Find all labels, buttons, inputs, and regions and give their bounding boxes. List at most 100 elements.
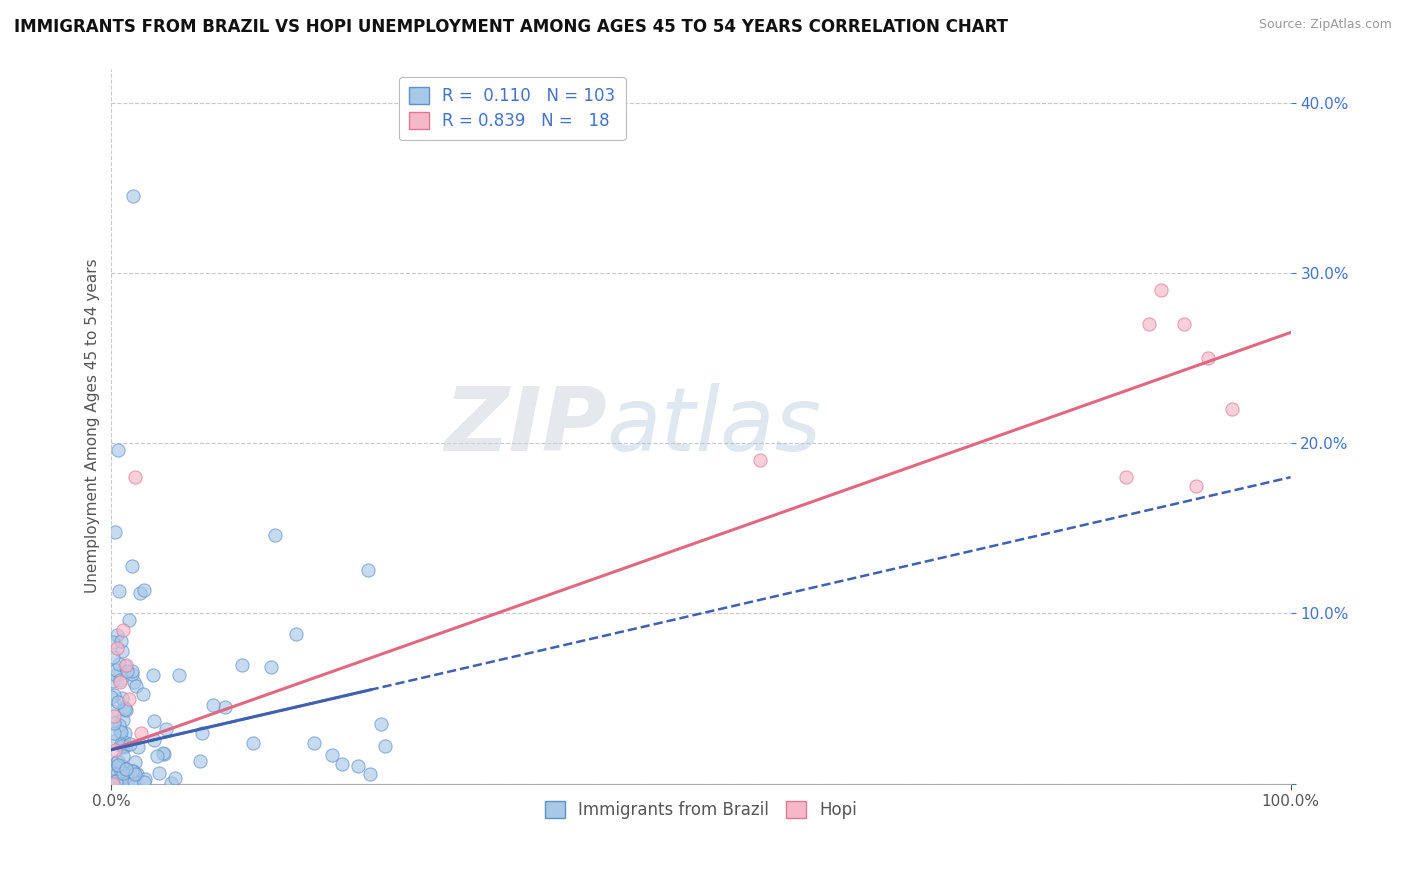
Point (118, 691, 141, 706)
Point (142, 668, 165, 682)
Point (359, 767, 381, 781)
Point (121, 665, 143, 679)
Point (1115, 470, 1137, 484)
Point (122, 774, 145, 789)
Point (111, 765, 134, 780)
Point (242, 736, 264, 750)
Point (134, 772, 156, 787)
Point (374, 739, 396, 754)
Point (112, 772, 135, 787)
Point (121, 764, 143, 779)
Point (110, 725, 132, 739)
Point (103, 715, 125, 730)
Point (1137, 317, 1160, 331)
Point (122, 764, 145, 779)
Point (127, 740, 149, 755)
Point (111, 739, 134, 754)
Point (112, 624, 135, 638)
Point (110, 764, 132, 778)
Point (108, 718, 131, 732)
Point (163, 772, 186, 786)
Point (259, 660, 281, 674)
Point (125, 679, 148, 693)
Point (118, 738, 141, 752)
Point (112, 700, 135, 714)
Point (114, 657, 136, 672)
Point (114, 762, 136, 776)
Point (108, 673, 131, 687)
Point (105, 663, 128, 677)
Point (115, 762, 138, 776)
Point (104, 742, 127, 756)
Point (146, 749, 169, 764)
Point (114, 739, 136, 753)
Point (121, 667, 143, 681)
Point (114, 702, 136, 716)
Point (107, 759, 129, 773)
Point (114, 726, 136, 740)
Point (111, 713, 134, 727)
Point (167, 668, 190, 682)
Point (1150, 283, 1173, 297)
Point (127, 767, 149, 781)
Point (105, 640, 128, 655)
Point (122, 675, 145, 690)
Text: IMMIGRANTS FROM BRAZIL VS HOPI UNEMPLOYMENT AMONG AGES 45 TO 54 YEARS CORRELATIO: IMMIGRANTS FROM BRAZIL VS HOPI UNEMPLOYM… (14, 18, 1008, 36)
Text: Source: ZipAtlas.com: Source: ZipAtlas.com (1258, 18, 1392, 31)
Point (263, 528, 285, 542)
Point (142, 714, 165, 729)
Text: ZIP: ZIP (444, 383, 606, 469)
Point (121, 558, 143, 573)
Point (103, 726, 125, 740)
Point (118, 613, 141, 627)
Point (108, 723, 131, 738)
Point (114, 659, 136, 673)
Point (108, 657, 131, 671)
Point (108, 674, 131, 689)
Point (107, 696, 129, 710)
Point (148, 765, 170, 780)
Point (159, 776, 181, 790)
Point (1173, 317, 1195, 331)
Point (115, 703, 138, 717)
Point (101, 704, 124, 718)
Point (120, 764, 142, 778)
Point (302, 736, 325, 750)
Point (101, 649, 124, 664)
Point (110, 634, 132, 648)
Point (132, 775, 155, 789)
Point (330, 757, 353, 772)
Point (357, 563, 380, 577)
Point (101, 634, 124, 648)
Y-axis label: Unemployment Among Ages 45 to 54 years: Unemployment Among Ages 45 to 54 years (86, 259, 100, 593)
Point (190, 725, 212, 739)
Point (132, 687, 155, 701)
Point (111, 739, 134, 753)
Point (117, 665, 139, 679)
Point (107, 755, 129, 769)
Point (120, 776, 142, 790)
Point (111, 644, 134, 658)
Point (284, 627, 307, 641)
Point (124, 767, 146, 781)
Point (231, 658, 253, 673)
Point (103, 688, 125, 702)
Point (347, 758, 370, 772)
Point (1185, 479, 1208, 493)
Point (107, 758, 129, 772)
Point (105, 628, 128, 642)
Point (111, 759, 134, 773)
Point (749, 453, 772, 467)
Point (155, 723, 177, 737)
Point (103, 708, 125, 723)
Point (1197, 351, 1219, 365)
Point (201, 698, 224, 712)
Point (1220, 402, 1243, 417)
Point (214, 699, 236, 714)
Point (370, 717, 392, 731)
Point (101, 777, 124, 791)
Point (105, 767, 128, 781)
Legend: Immigrants from Brazil, Hopi: Immigrants from Brazil, Hopi (538, 794, 863, 825)
Point (101, 764, 124, 779)
Point (129, 725, 152, 739)
